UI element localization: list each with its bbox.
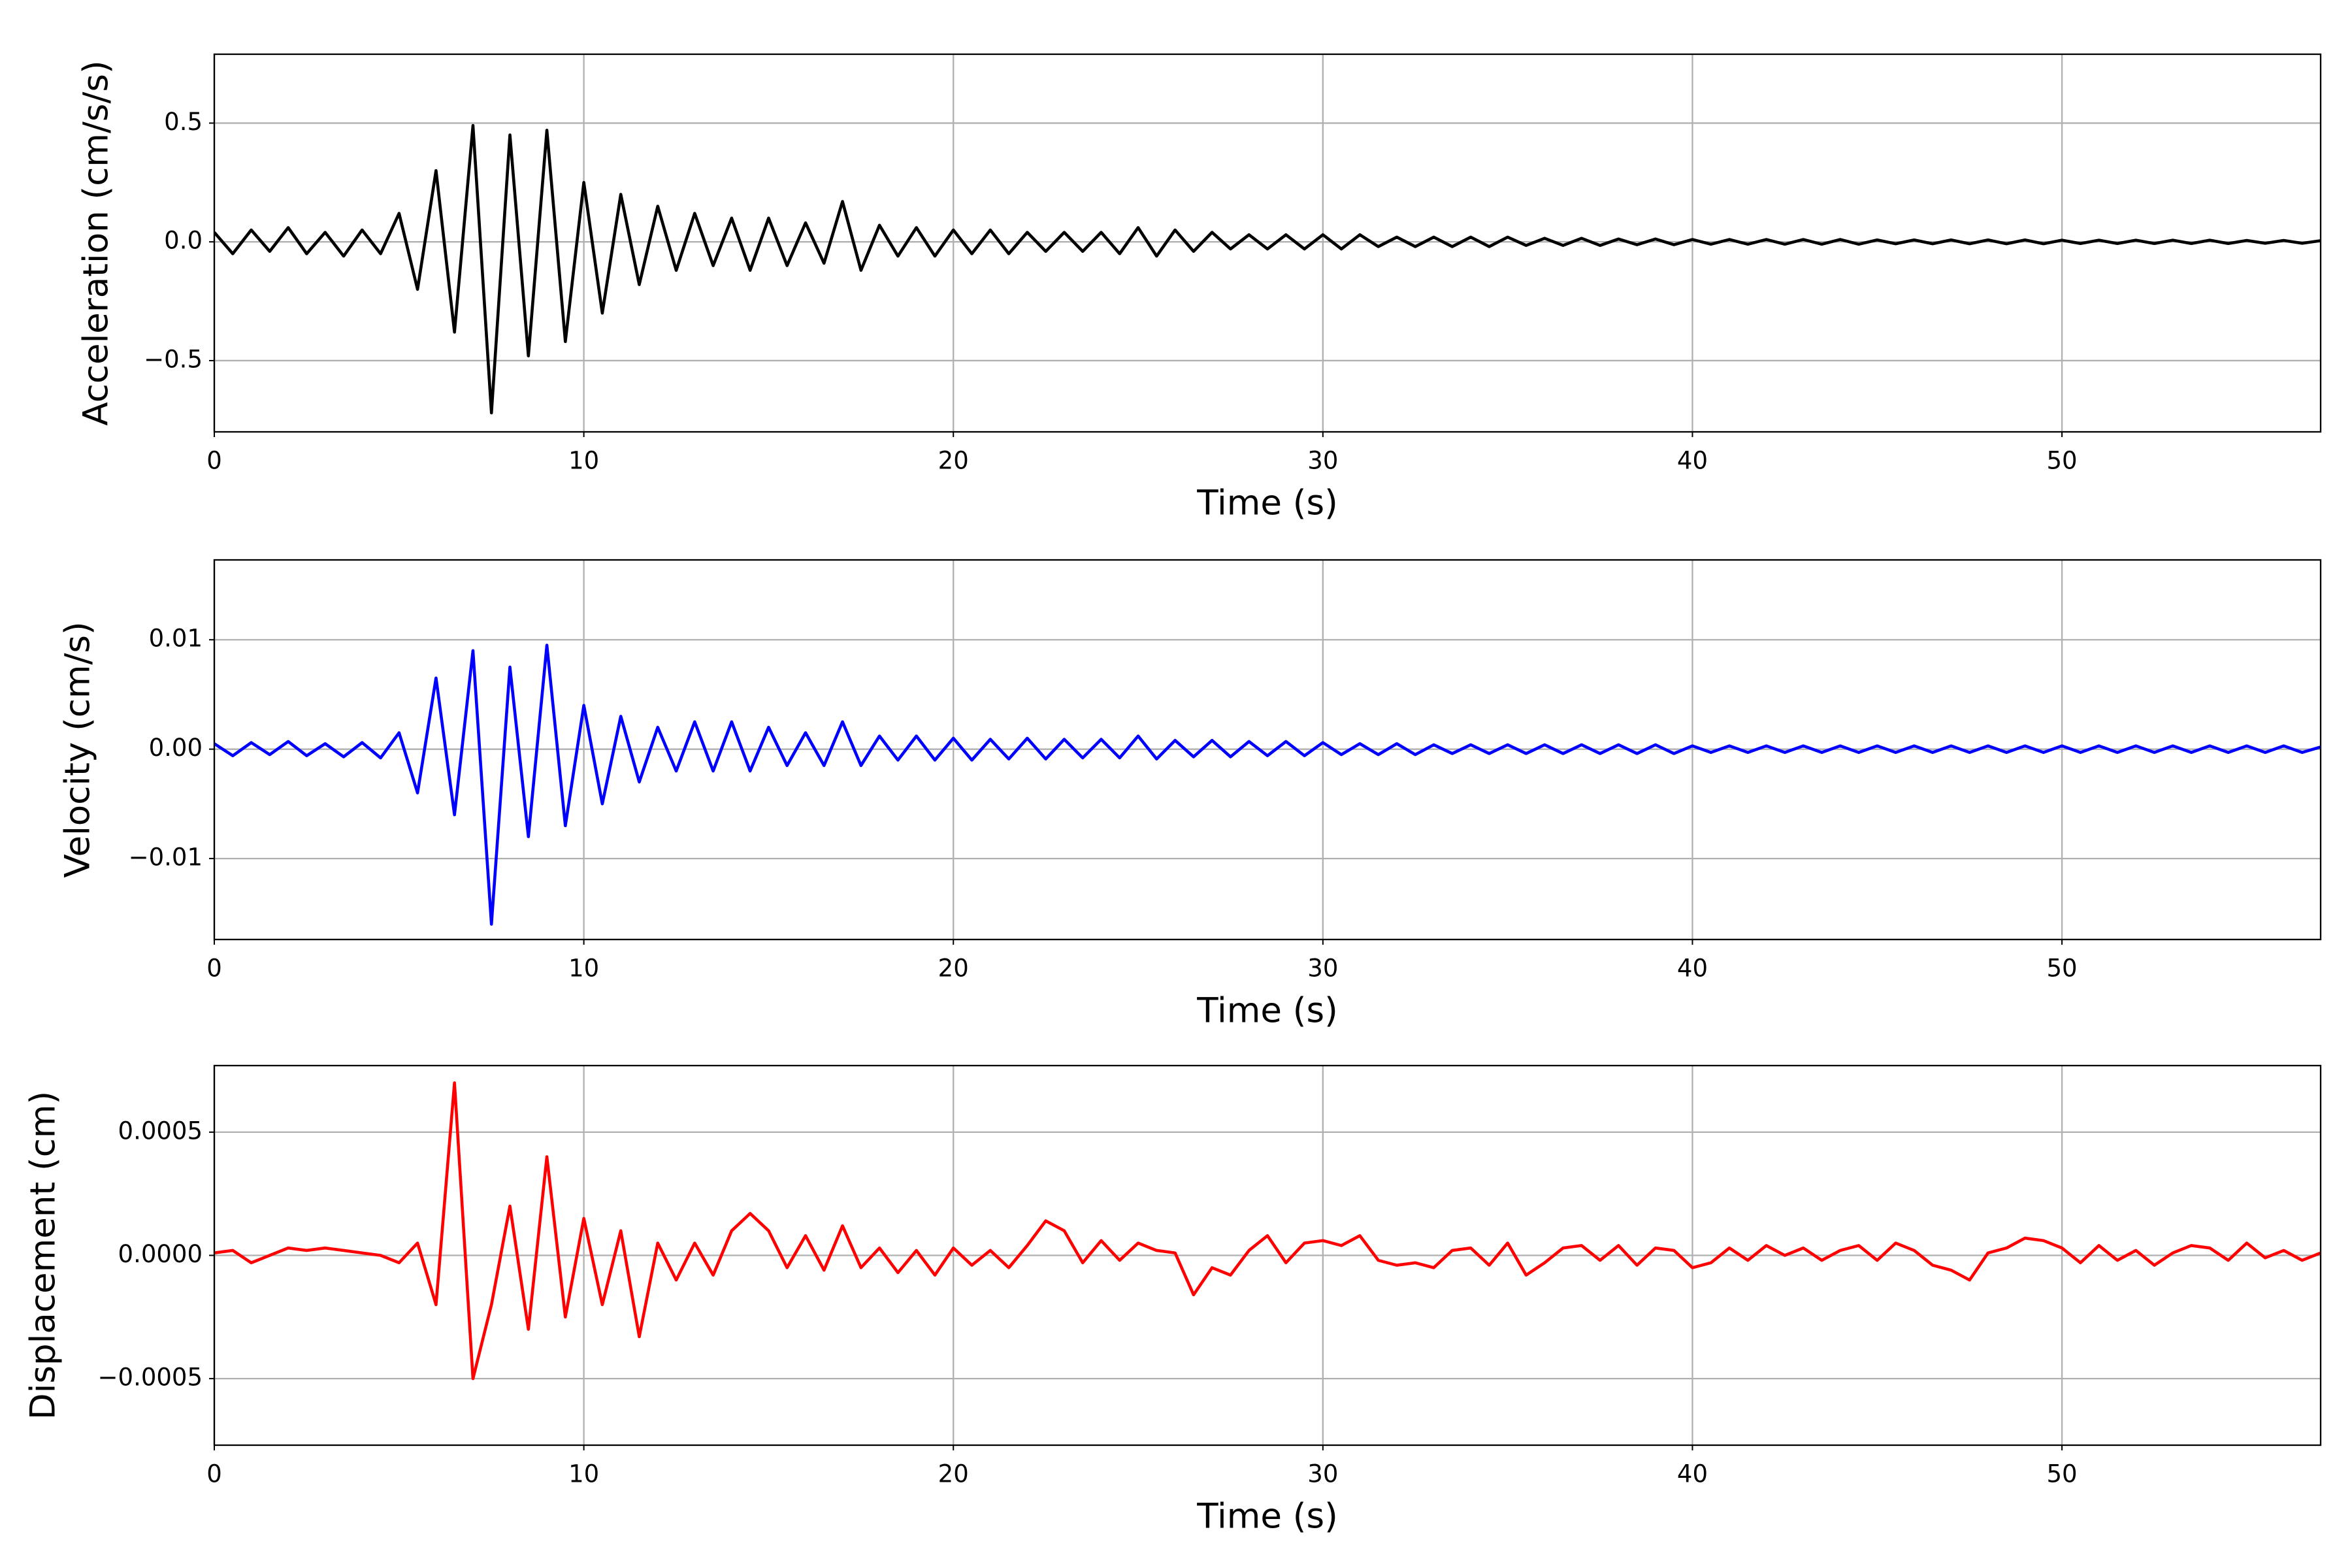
y-tick-label: 0.5 <box>164 108 203 136</box>
y-tick-label: −0.01 <box>129 843 203 872</box>
axes-frame <box>213 559 2322 941</box>
x-axis-label: Time (s) <box>1196 991 1338 1031</box>
x-tick-label: 0 <box>206 1460 222 1488</box>
y-axis-label: Acceleration (cm/s/s) <box>76 60 116 425</box>
y-tick-label: 0.0000 <box>118 1240 203 1268</box>
x-axis-label: Time (s) <box>1196 483 1338 523</box>
x-tick-label: 40 <box>1677 1460 1708 1488</box>
x-tick-label: 20 <box>938 1460 969 1488</box>
subplot: 0 10 20 30 40 50 −0.0005 0.0000 0.0005 Time (s) Di… <box>24 1064 2322 1537</box>
x-axis-label: Time (s) <box>1196 1497 1338 1537</box>
y-tick-label: 0.0005 <box>118 1117 203 1145</box>
x-tick-label: 30 <box>1307 1460 1338 1488</box>
axes-frame <box>213 53 2322 433</box>
y-axis-label: Displacement (cm) <box>24 1091 63 1420</box>
x-tick-label: 10 <box>568 955 599 983</box>
x-tick-label: 20 <box>938 955 969 983</box>
x-tick-label: 40 <box>1677 447 1708 475</box>
signal-line <box>214 644 2321 926</box>
y-tick-label: 0.01 <box>149 625 203 653</box>
x-tick-label: 50 <box>2047 1460 2078 1488</box>
signal-line <box>214 123 2321 415</box>
y-axis-label: Velocity (cm/s) <box>58 621 98 877</box>
x-tick-label: 50 <box>2047 447 2078 475</box>
x-tick-label: 20 <box>938 447 969 475</box>
signal-line <box>214 1081 2321 1380</box>
x-tick-label: 30 <box>1307 955 1338 983</box>
y-tick-label: 0.00 <box>149 734 203 762</box>
x-tick-label: 10 <box>568 1460 599 1488</box>
x-tick-label: 10 <box>568 447 599 475</box>
subplot: 0 10 20 30 40 50 −0.01 0.00 0.01 Time (s) Velocity… <box>58 559 2322 1031</box>
axes-frame <box>213 1064 2322 1446</box>
x-tick-label: 0 <box>206 955 222 983</box>
x-tick-label: 0 <box>206 447 222 475</box>
y-tick-label: 0.0 <box>164 227 203 255</box>
y-tick-label: −0.0005 <box>98 1364 203 1392</box>
x-tick-label: 50 <box>2047 955 2078 983</box>
x-tick-label: 40 <box>1677 955 1708 983</box>
x-tick-label: 30 <box>1307 447 1338 475</box>
y-tick-label: −0.5 <box>144 345 203 373</box>
subplot: 0 10 20 30 40 50 −0.5 0.0 0.5 Time (s) Acceleratio… <box>76 53 2322 523</box>
